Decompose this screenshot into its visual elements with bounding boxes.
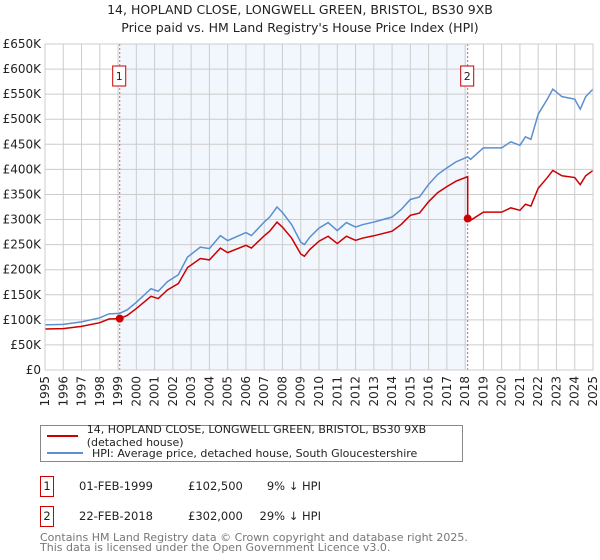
sale-point <box>463 214 472 223</box>
x-tick-label: 2021 <box>513 376 527 407</box>
x-tick-label: 2011 <box>330 376 344 407</box>
legend-swatch-property <box>47 435 78 437</box>
x-tick-label: 2001 <box>148 376 162 407</box>
chart-subtitle: Price paid vs. HM Land Registry's House … <box>121 20 479 35</box>
x-tick-label: 2008 <box>275 376 289 407</box>
annotation-box <box>112 65 127 87</box>
x-tick-label: 2023 <box>549 376 563 407</box>
x-tick-label: 2017 <box>440 376 454 407</box>
x-tick-label: 2007 <box>257 376 271 407</box>
y-tick-label: £50K <box>10 338 42 352</box>
x-tick-label: 2022 <box>531 376 545 407</box>
y-tick-label: £600K <box>3 62 43 76</box>
x-tick-label: 2003 <box>184 376 198 407</box>
annotation-label: 2 <box>464 70 471 83</box>
transaction-date: 01-FEB-1999 <box>79 479 153 493</box>
chart-title: 14, HOPLAND CLOSE, LONGWELL GREEN, BRIST… <box>107 2 493 17</box>
transaction-hpi-diff: 9% ↓ HPI <box>266 479 321 493</box>
x-tick-label: 2000 <box>129 376 143 407</box>
x-tick-label: 2019 <box>476 376 490 407</box>
x-tick-label: 2018 <box>458 376 472 407</box>
legend-item-hpi: HPI: Average price, detached house, Sout… <box>47 445 417 461</box>
x-tick-label: 1997 <box>75 376 89 407</box>
transaction-marker: 1 <box>40 476 54 497</box>
x-tick-label: 1999 <box>111 376 125 407</box>
transaction-marker: 2 <box>40 506 54 527</box>
x-tick-label: 2015 <box>403 376 417 407</box>
x-tick-label: 2024 <box>568 376 582 407</box>
x-tick-label: 2016 <box>422 376 436 407</box>
transaction-hpi-diff: 29% ↓ HPI <box>259 509 321 523</box>
plot-border <box>44 43 594 371</box>
x-tick-label: 2005 <box>221 376 235 407</box>
y-tick-label: £550K <box>3 87 43 101</box>
legend-item-property: 14, HOPLAND CLOSE, LONGWELL GREEN, BRIST… <box>47 423 462 449</box>
y-tick-label: £500K <box>3 112 43 126</box>
ownership-shade <box>119 44 468 370</box>
x-tick-label: 2010 <box>312 376 326 407</box>
x-tick-label: 2004 <box>202 376 216 407</box>
x-tick-label: 2014 <box>385 376 399 407</box>
transaction-date: 22-FEB-2018 <box>79 509 153 523</box>
sale-point <box>115 314 124 323</box>
y-tick-label: £100K <box>3 313 43 327</box>
footer-licence: This data is licensed under the Open Gov… <box>40 541 391 554</box>
annotation-label: 1 <box>116 70 123 83</box>
property-price-line <box>44 169 594 330</box>
transaction-price: £102,500 <box>188 479 243 493</box>
x-tick-label: 1995 <box>38 376 52 407</box>
x-tick-label: 2013 <box>367 376 381 407</box>
x-tick-label: 1996 <box>56 376 70 407</box>
price-chart: £0 £50K £100K £150K £200K £250K £300K £350K £400… <box>3 37 600 407</box>
y-tick-label: £0 <box>26 363 41 377</box>
transaction-price: £302,000 <box>188 509 243 523</box>
x-tick-label: 2025 <box>586 376 600 407</box>
x-tick-label: 2012 <box>349 376 363 407</box>
x-tick-label: 2020 <box>495 376 509 407</box>
x-tick-label: 2002 <box>166 376 180 407</box>
legend-swatch-hpi <box>47 452 83 454</box>
y-tick-label: £250K <box>3 238 43 252</box>
y-tick-label: £350K <box>3 187 43 201</box>
y-tick-label: £300K <box>3 213 43 227</box>
legend-label-hpi: HPI: Average price, detached house, Sout… <box>92 446 418 460</box>
footer-copyright: Contains HM Land Registry data © Crown c… <box>40 531 468 544</box>
x-tick-label: 2009 <box>294 376 308 407</box>
y-tick-label: £150K <box>3 288 43 302</box>
x-tick-label: 2006 <box>239 376 253 407</box>
legend: 14, HOPLAND CLOSE, LONGWELL GREEN, BRIST… <box>40 423 463 462</box>
x-tick-label: 1998 <box>93 376 107 407</box>
annotation-box <box>460 65 475 87</box>
y-tick-label: £400K <box>3 162 43 176</box>
legend-label-property: 14, HOPLAND CLOSE, LONGWELL GREEN, BRIST… <box>86 423 427 449</box>
hpi-line <box>44 87 594 326</box>
y-tick-label: £650K <box>3 37 43 51</box>
y-tick-label: £450K <box>3 137 43 151</box>
y-tick-label: £200K <box>3 263 43 277</box>
